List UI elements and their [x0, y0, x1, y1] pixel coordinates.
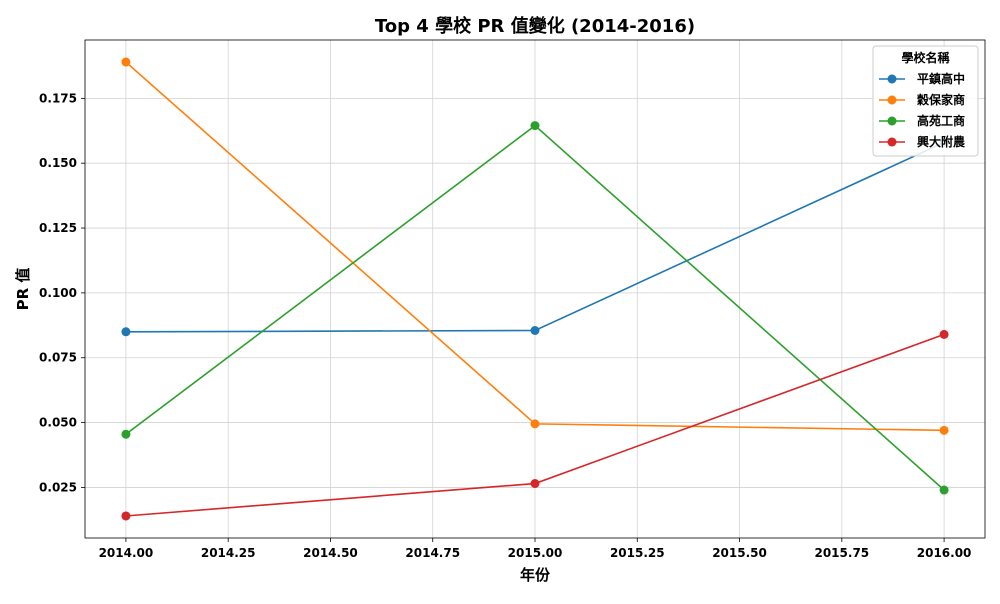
- y-tick-label: 0.150: [39, 156, 77, 170]
- series-1: [121, 57, 949, 435]
- legend-marker: [887, 137, 897, 147]
- x-tick-label: 2015.00: [508, 546, 563, 560]
- data-point: [939, 425, 949, 435]
- chart-title: Top 4 學校 PR 值變化 (2014-2016): [375, 15, 695, 37]
- data-point: [121, 57, 131, 67]
- legend-box: [872, 45, 979, 157]
- x-tick-label: 2015.50: [712, 546, 767, 560]
- x-tick-label: 2016.00: [917, 546, 972, 560]
- data-point: [530, 479, 540, 489]
- axes: 2014.00 2014.25 2014.50 2014.75 2015.00 2015.…: [39, 39, 986, 560]
- data-point: [121, 511, 131, 521]
- legend-label: 高苑工商: [917, 113, 965, 128]
- data-point: [121, 429, 131, 439]
- legend-label: 穀保家商: [917, 92, 965, 107]
- legend-title: 學校名稱: [901, 50, 949, 65]
- plot-frame: [84, 39, 986, 539]
- data-point: [530, 326, 540, 335]
- x-axis-label: 年份: [520, 566, 551, 584]
- y-axis-label: PR 值: [14, 268, 32, 311]
- data-point: [939, 485, 949, 495]
- legend-marker: [887, 74, 897, 84]
- legend-item: 興大附農: [879, 134, 966, 149]
- y-tick-label: 0.025: [39, 480, 77, 494]
- series-2: [121, 121, 949, 495]
- legend-item: 穀保家商: [879, 92, 965, 107]
- legend-marker: [887, 95, 897, 105]
- x-tick-label: 2014.25: [201, 546, 256, 560]
- y-tick-label: 0.125: [39, 221, 77, 235]
- y-tick-label: 0.075: [39, 351, 77, 365]
- series-3: [121, 329, 949, 521]
- legend-marker: [887, 116, 897, 126]
- legend-item: 高苑工商: [879, 113, 965, 128]
- legend-label: 平鎮高中: [917, 71, 965, 86]
- x-tick-label: 2014.00: [99, 546, 154, 560]
- data-point: [530, 121, 540, 131]
- legend-label: 興大附農: [917, 134, 966, 149]
- x-tick-label: 2014.75: [405, 546, 460, 560]
- y-tick-label: 0.100: [39, 286, 77, 300]
- x-tick-label: 2015.75: [814, 546, 869, 560]
- x-tick-label: 2014.50: [303, 546, 358, 560]
- data-point: [121, 327, 131, 337]
- y-tick-label: 0.050: [39, 416, 77, 430]
- grid-lines: [85, 40, 985, 538]
- data-point: [530, 419, 540, 429]
- legend-item: 平鎮高中: [879, 71, 965, 86]
- data-point: [939, 329, 949, 339]
- y-tick-label: 0.175: [39, 91, 77, 105]
- x-tick-label: 2015.25: [610, 546, 665, 560]
